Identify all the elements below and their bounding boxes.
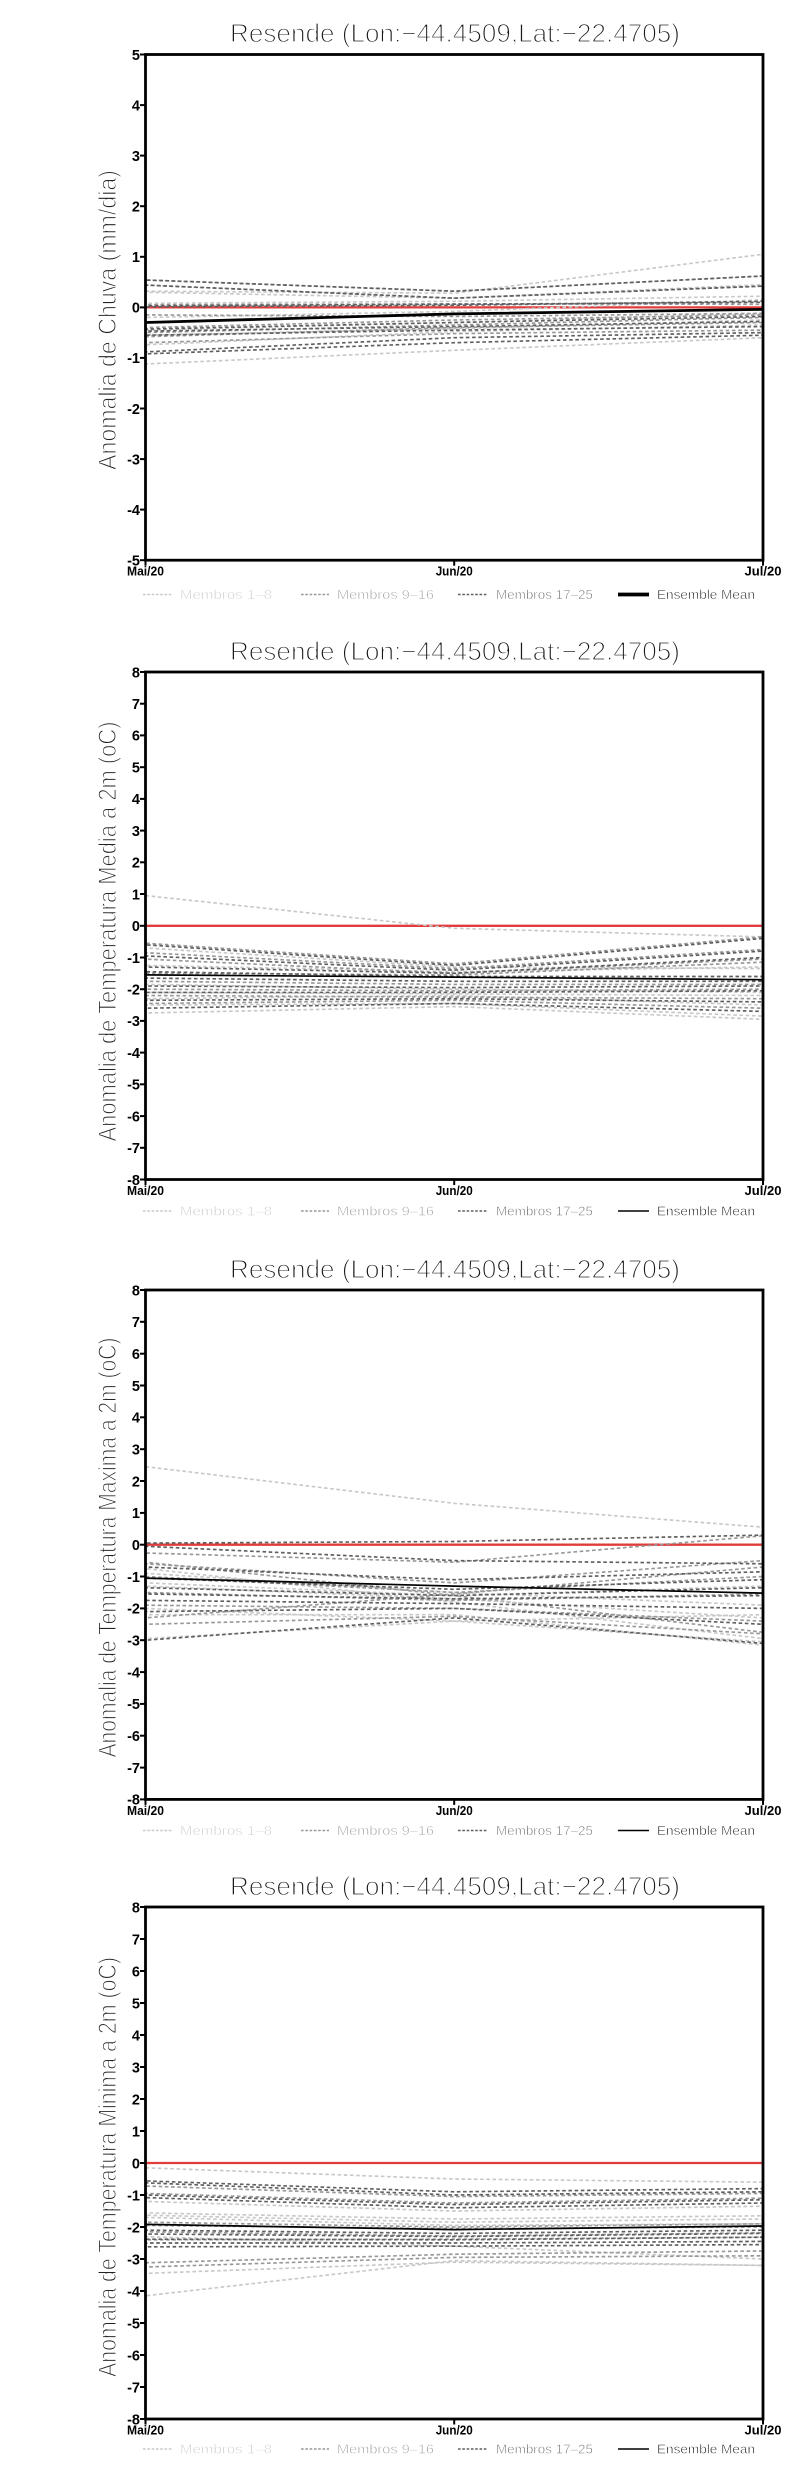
svg-text:6: 6	[132, 1347, 140, 1363]
svg-text:Mai/20: Mai/20	[127, 564, 164, 579]
svg-text:Jul/20: Jul/20	[745, 1803, 782, 1818]
svg-text:1: 1	[132, 1506, 140, 1522]
svg-text:-2: -2	[127, 2220, 140, 2236]
svg-text:2: 2	[132, 856, 140, 872]
svg-text:4: 4	[132, 98, 140, 114]
svg-text:6: 6	[132, 1964, 140, 1980]
svg-text:-7: -7	[127, 1761, 140, 1777]
svg-text:Anomalia de Temperatura Maxima: Anomalia de Temperatura Maxima a 2m (oC)	[94, 1338, 122, 1758]
svg-text:Resende (Lon:−44.4509,Lat:−22.: Resende (Lon:−44.4509,Lat:−22.4705)	[230, 636, 680, 666]
svg-text:Jun/20: Jun/20	[436, 1183, 473, 1198]
svg-text:-4: -4	[127, 1046, 140, 1062]
svg-text:Ensemble Mean: Ensemble Mean	[657, 1204, 755, 1219]
svg-text:-4: -4	[127, 503, 140, 519]
svg-text:-3: -3	[127, 452, 140, 468]
svg-text:0: 0	[132, 919, 140, 935]
svg-text:1: 1	[132, 2124, 140, 2140]
svg-text:Membros 9–16: Membros 9–16	[337, 1204, 434, 1219]
svg-text:-8: -8	[127, 2412, 140, 2428]
svg-text:Jun/20: Jun/20	[436, 2423, 473, 2438]
svg-text:-1: -1	[127, 1570, 140, 1586]
svg-text:-4: -4	[127, 2284, 140, 2300]
svg-text:Membros 1–8: Membros 1–8	[180, 587, 272, 602]
svg-text:Jun/20: Jun/20	[436, 1803, 473, 1818]
svg-text:1: 1	[132, 250, 140, 266]
svg-text:-1: -1	[127, 351, 140, 367]
svg-text:-5: -5	[127, 554, 140, 570]
svg-text:Membros 17–25: Membros 17–25	[496, 587, 593, 602]
svg-text:7: 7	[132, 1315, 140, 1331]
svg-text:0: 0	[132, 301, 140, 317]
svg-text:Membros 17–25: Membros 17–25	[496, 1823, 593, 1838]
svg-text:Membros 9–16: Membros 9–16	[337, 587, 434, 602]
svg-text:3: 3	[132, 149, 140, 165]
svg-text:Ensemble Mean: Ensemble Mean	[657, 587, 755, 602]
svg-text:0: 0	[132, 2156, 140, 2172]
svg-text:2: 2	[132, 1474, 140, 1490]
svg-text:7: 7	[132, 697, 140, 713]
svg-text:-8: -8	[127, 1173, 140, 1189]
svg-text:Ensemble Mean: Ensemble Mean	[657, 2442, 755, 2457]
svg-text:Membros 1–8: Membros 1–8	[180, 1204, 272, 1219]
svg-text:4: 4	[132, 792, 140, 808]
svg-text:6: 6	[132, 729, 140, 745]
svg-text:4: 4	[132, 1411, 140, 1427]
svg-text:-1: -1	[127, 2188, 140, 2204]
svg-text:-2: -2	[127, 983, 140, 999]
svg-text:-2: -2	[127, 1602, 140, 1618]
svg-text:5: 5	[132, 1379, 140, 1395]
svg-text:4: 4	[132, 2028, 140, 2044]
svg-text:-3: -3	[127, 1014, 140, 1030]
svg-text:1: 1	[132, 887, 140, 903]
svg-text:-5: -5	[127, 2316, 140, 2332]
svg-text:3: 3	[132, 1443, 140, 1459]
svg-text:Membros 9–16: Membros 9–16	[337, 2442, 434, 2457]
svg-text:-6: -6	[127, 1729, 140, 1745]
svg-text:3: 3	[132, 824, 140, 840]
svg-text:Jul/20: Jul/20	[745, 1183, 782, 1198]
svg-text:Ensemble Mean: Ensemble Mean	[657, 1823, 755, 1838]
svg-text:-4: -4	[127, 1665, 140, 1681]
svg-text:Resende (Lon:−44.4509,Lat:−22.: Resende (Lon:−44.4509,Lat:−22.4705)	[230, 1254, 680, 1284]
svg-text:-5: -5	[127, 1078, 140, 1094]
svg-text:Anomalia de Chuva (mm/dia): Anomalia de Chuva (mm/dia)	[94, 170, 122, 470]
svg-text:Membros 17–25: Membros 17–25	[496, 2442, 593, 2457]
svg-text:Mai/20: Mai/20	[127, 1183, 164, 1198]
svg-text:8: 8	[132, 665, 140, 681]
svg-text:-2: -2	[127, 402, 140, 418]
svg-text:2: 2	[132, 200, 140, 216]
svg-text:-1: -1	[127, 951, 140, 967]
svg-text:-7: -7	[127, 2380, 140, 2396]
svg-text:7: 7	[132, 1932, 140, 1948]
svg-text:5: 5	[132, 1996, 140, 2012]
svg-text:5: 5	[132, 48, 140, 64]
svg-text:Resende (Lon:−44.4509,Lat:−22.: Resende (Lon:−44.4509,Lat:−22.4705)	[230, 18, 680, 48]
svg-text:0: 0	[132, 1538, 140, 1554]
svg-text:-7: -7	[127, 1141, 140, 1157]
svg-text:Anomalia de Temperatura Minima: Anomalia de Temperatura Minima a 2m (oC)	[94, 1957, 122, 2377]
svg-text:8: 8	[132, 1900, 140, 1916]
svg-text:Jul/20: Jul/20	[745, 564, 782, 579]
svg-text:Mai/20: Mai/20	[127, 1803, 164, 1818]
svg-text:-3: -3	[127, 1634, 140, 1650]
svg-text:Anomalia de Temperatura Media: Anomalia de Temperatura Media a 2m (oC)	[94, 722, 122, 1142]
svg-text:-5: -5	[127, 1697, 140, 1713]
svg-text:Membros 17–25: Membros 17–25	[496, 1204, 593, 1219]
svg-text:-3: -3	[127, 2252, 140, 2268]
svg-text:Membros 9–16: Membros 9–16	[337, 1823, 434, 1838]
svg-text:Jun/20: Jun/20	[436, 564, 473, 579]
svg-text:5: 5	[132, 761, 140, 777]
svg-text:-8: -8	[127, 1793, 140, 1809]
svg-text:-6: -6	[127, 2348, 140, 2364]
svg-text:3: 3	[132, 2060, 140, 2076]
svg-text:8: 8	[132, 1283, 140, 1299]
svg-text:Jul/20: Jul/20	[745, 2423, 782, 2438]
svg-text:Resende (Lon:−44.4509,Lat:−22.: Resende (Lon:−44.4509,Lat:−22.4705)	[230, 1871, 680, 1901]
svg-text:Membros 1–8: Membros 1–8	[180, 2442, 272, 2457]
svg-text:Mai/20: Mai/20	[127, 2423, 164, 2438]
svg-text:-6: -6	[127, 1109, 140, 1125]
svg-text:2: 2	[132, 2092, 140, 2108]
svg-text:Membros 1–8: Membros 1–8	[180, 1823, 272, 1838]
